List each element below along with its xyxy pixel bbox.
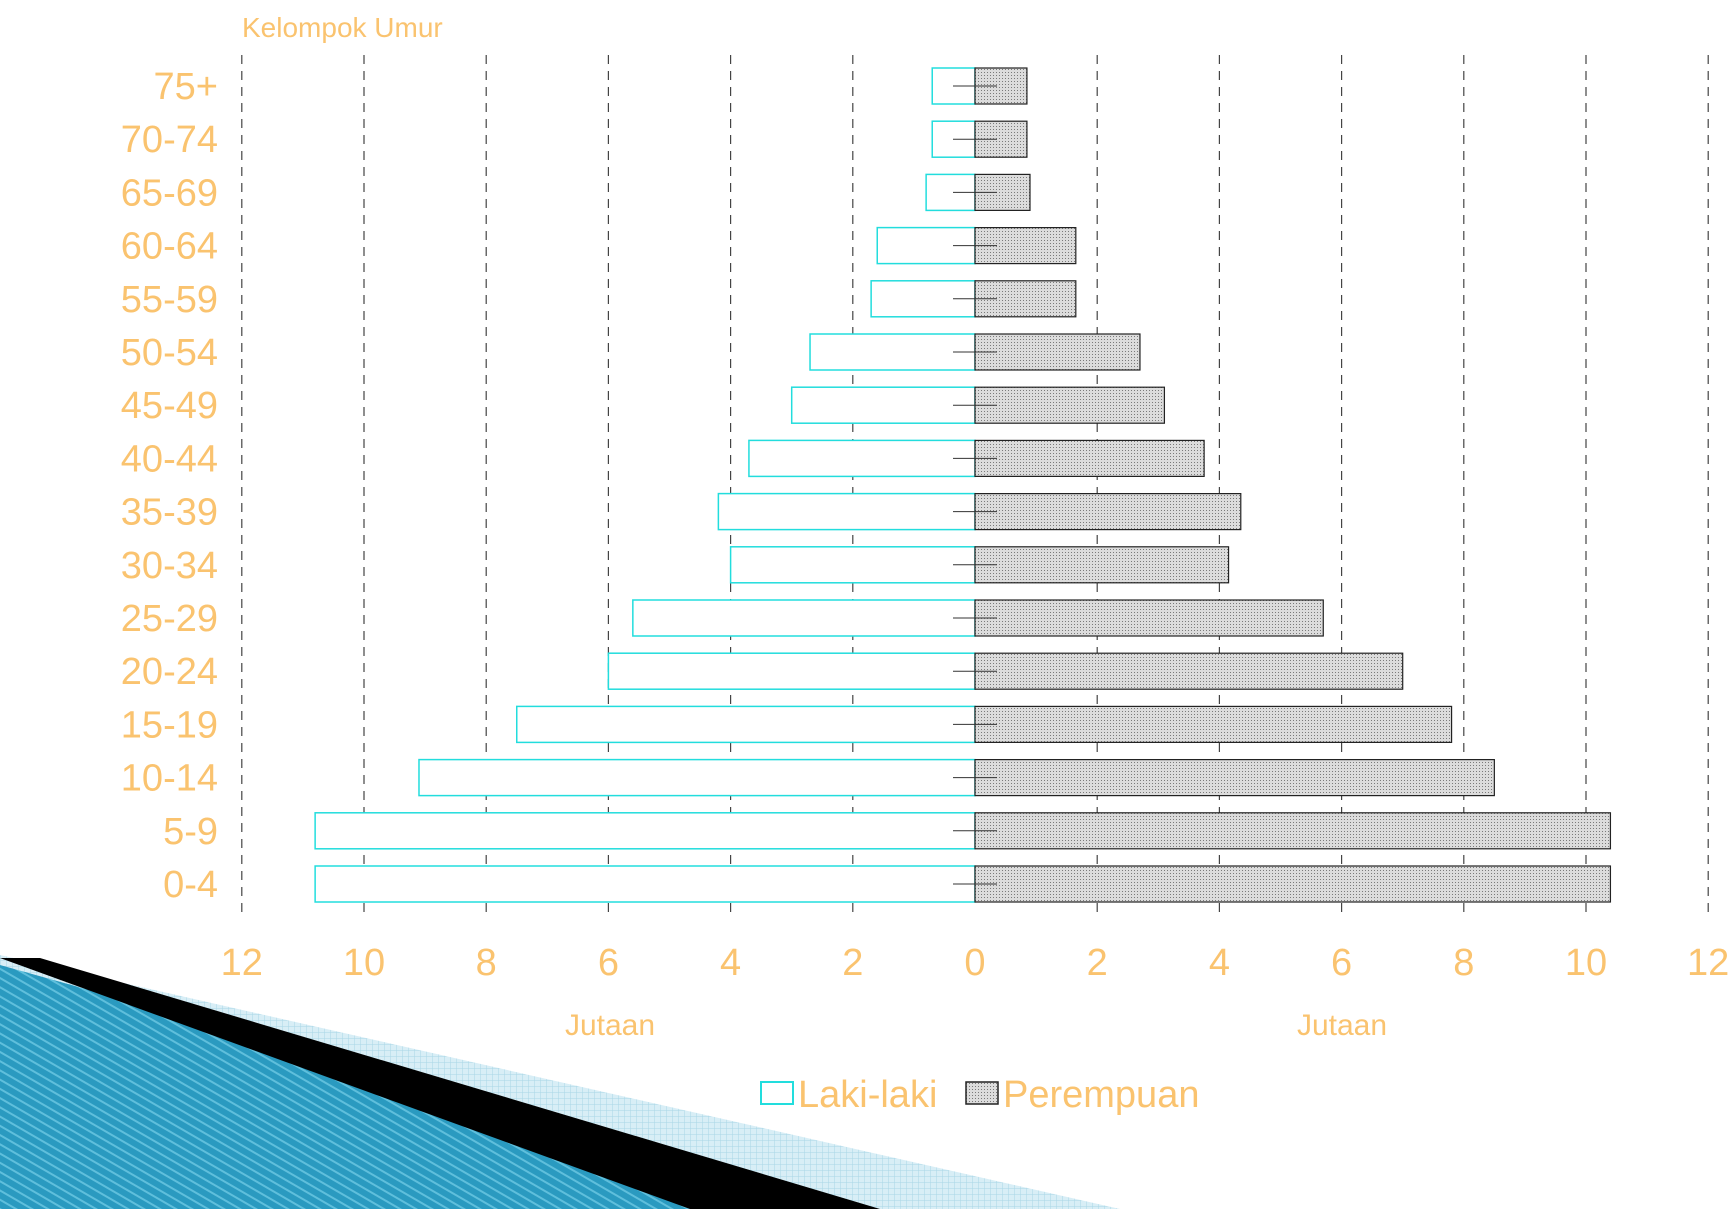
age-group-label: 75+ (154, 66, 218, 108)
x-tick-label: 10 (343, 942, 385, 984)
x-axis-label-right: Jutaan (1297, 1009, 1387, 1042)
x-tick-label: 4 (720, 942, 741, 984)
bar-perempuan (974, 758, 1495, 797)
bar-laki-laki (632, 599, 976, 637)
x-tick-label: 8 (476, 942, 497, 984)
bar-perempuan (974, 812, 1612, 850)
bar-perempuan (974, 705, 1453, 744)
age-group-label: 5-9 (163, 811, 218, 853)
x-tick-label: 6 (1331, 942, 1352, 984)
bar-laki-laki (809, 333, 976, 371)
age-group-label: 55-59 (121, 279, 218, 321)
x-axis-label-left: Jutaan (565, 1009, 655, 1042)
legend-swatch-laki-laki (760, 1081, 794, 1105)
bar-laki-laki (418, 758, 976, 797)
bar-perempuan (974, 333, 1141, 371)
x-tick-label: 2 (842, 942, 863, 984)
age-group-label: 30-34 (121, 545, 218, 587)
bar-perempuan (974, 386, 1166, 424)
bar-laki-laki (748, 439, 976, 478)
age-group-label: 0-4 (163, 864, 218, 906)
age-group-label: 25-29 (121, 598, 218, 640)
bar-perempuan (974, 439, 1205, 477)
legend-label-laki-laki: Laki-laki (798, 1074, 937, 1116)
age-group-label: 40-44 (121, 438, 218, 480)
x-tick-label: 6 (598, 942, 619, 984)
age-group-label: 70-74 (121, 119, 218, 161)
age-group-label: 60-64 (121, 226, 218, 268)
decorative-arrow-graphic (0, 955, 1120, 1209)
bar-perempuan (974, 546, 1230, 584)
age-group-label: 65-69 (121, 172, 218, 214)
bar-laki-laki (314, 865, 976, 903)
bar-laki-laki (729, 546, 976, 584)
age-group-label: 15-19 (121, 704, 218, 746)
bar-laki-laki (314, 812, 976, 850)
bar-perempuan (974, 652, 1404, 690)
bar-laki-laki (790, 386, 976, 424)
x-tick-label: 4 (1209, 942, 1230, 984)
bar-laki-laki (717, 492, 976, 531)
age-group-label: 45-49 (121, 385, 218, 427)
bars (314, 67, 1612, 903)
bar-perempuan (974, 599, 1324, 637)
decor-black-wedge (0, 958, 880, 1209)
labels: 12 10 8 6 4 2 0 2 4 6 8 10 12 75+ 70-74 65-69 60-64 55-59… (121, 66, 1730, 984)
age-group-label: 35-39 (121, 492, 218, 534)
age-group-label: 20-24 (121, 651, 218, 693)
bar-perempuan (974, 493, 1242, 531)
x-tick-label: 0 (964, 942, 985, 984)
age-group-label: 50-54 (121, 332, 218, 374)
x-tick-label: 12 (1687, 942, 1729, 984)
x-tick-label: 10 (1565, 942, 1607, 984)
legend-swatch-perempuan (965, 1081, 999, 1105)
bar-laki-laki (607, 652, 976, 690)
x-tick-label: 12 (221, 942, 263, 984)
chart-title: Kelompok Umur (242, 12, 443, 43)
legend-label-perempuan: Perempuan (1003, 1074, 1199, 1116)
x-tick-label: 2 (1087, 942, 1108, 984)
legend: Laki-laki Perempuan (760, 1074, 1199, 1116)
bar-laki-laki (516, 705, 976, 744)
x-tick-label: 8 (1453, 942, 1474, 984)
bar-perempuan (974, 865, 1612, 903)
age-group-label: 10-14 (121, 758, 218, 800)
